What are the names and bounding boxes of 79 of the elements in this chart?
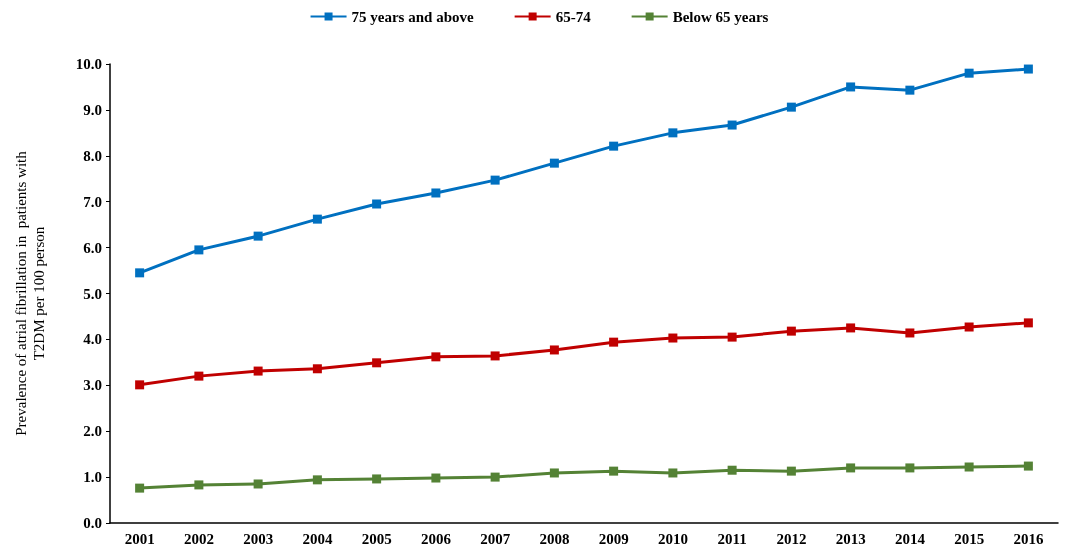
x-tick-label: 2015	[954, 530, 985, 547]
point	[194, 245, 204, 255]
point	[846, 82, 856, 92]
point	[668, 468, 678, 478]
point	[490, 472, 500, 482]
point	[786, 326, 796, 336]
x-tick-label: 2016	[1013, 530, 1044, 547]
y-tick-label: 3.0	[83, 377, 102, 394]
point	[609, 337, 619, 347]
y-tick-label: 9.0	[83, 101, 102, 118]
point	[609, 466, 619, 476]
point	[727, 332, 737, 342]
point	[135, 268, 145, 278]
point	[1023, 64, 1033, 74]
point	[253, 479, 263, 489]
point	[727, 465, 737, 475]
y-tick-label: 0.0	[83, 515, 102, 531]
y-tick-label: 10.0	[75, 56, 102, 72]
point	[964, 462, 974, 472]
point	[786, 466, 796, 476]
point	[372, 358, 382, 368]
legend-label: 65-74	[555, 8, 592, 25]
legend-label: 75 years and above	[351, 8, 474, 25]
point	[253, 366, 263, 376]
point	[312, 364, 322, 374]
x-tick-label: 2004	[302, 530, 333, 547]
x-tick-label: 2001	[124, 530, 155, 547]
y-tick-label: 6.0	[83, 239, 102, 256]
legend-label: Below 65 years	[672, 8, 769, 25]
x-tick-label: 2006	[420, 530, 452, 547]
point	[786, 102, 796, 112]
point	[668, 333, 678, 343]
y-tick-label: 8.0	[83, 147, 102, 164]
x-tick-label: 2008	[539, 530, 570, 547]
point	[135, 483, 145, 493]
x-tick-label: 2005	[361, 530, 392, 547]
point	[964, 322, 974, 332]
y-tick-label: 2.0	[83, 423, 102, 440]
point	[312, 214, 322, 224]
x-tick-label: 2010	[657, 530, 688, 547]
point	[490, 351, 500, 361]
x-tick-label: 2009	[598, 530, 629, 547]
point	[846, 463, 856, 473]
point	[668, 128, 678, 138]
y-tick-label: 1.0	[83, 469, 102, 486]
point	[846, 323, 856, 333]
point	[194, 371, 204, 381]
point	[372, 199, 382, 209]
point	[727, 120, 737, 130]
point	[549, 468, 559, 478]
point	[905, 328, 915, 338]
point	[490, 175, 500, 185]
x-tick-label: 2012	[776, 530, 807, 547]
y-tick-label: 7.0	[83, 193, 102, 210]
point	[1023, 318, 1033, 328]
x-tick-label: 2013	[835, 530, 866, 547]
x-tick-label: 2007	[480, 530, 511, 547]
y-axis-title: Prevalence of atrial fibrillation in patients with T2DM per 100 person	[13, 150, 47, 436]
point	[135, 380, 145, 390]
point	[312, 475, 322, 485]
x-tick-label: 2002	[183, 530, 214, 547]
point	[609, 141, 619, 151]
point	[431, 188, 441, 198]
point	[253, 231, 263, 241]
point	[1023, 461, 1033, 471]
point	[905, 85, 915, 95]
point	[549, 345, 559, 355]
point	[905, 463, 915, 473]
point	[964, 68, 974, 78]
x-tick-label: 2011	[717, 530, 747, 547]
x-tick-label: 2014	[894, 530, 926, 547]
point	[431, 352, 441, 362]
y-tick-label: 4.0	[83, 331, 102, 348]
y-tick-label: 5.0	[83, 285, 102, 302]
x-tick-label: 2003	[243, 530, 274, 547]
point	[372, 474, 382, 484]
point	[431, 473, 441, 483]
point	[549, 158, 559, 168]
point	[194, 480, 204, 490]
